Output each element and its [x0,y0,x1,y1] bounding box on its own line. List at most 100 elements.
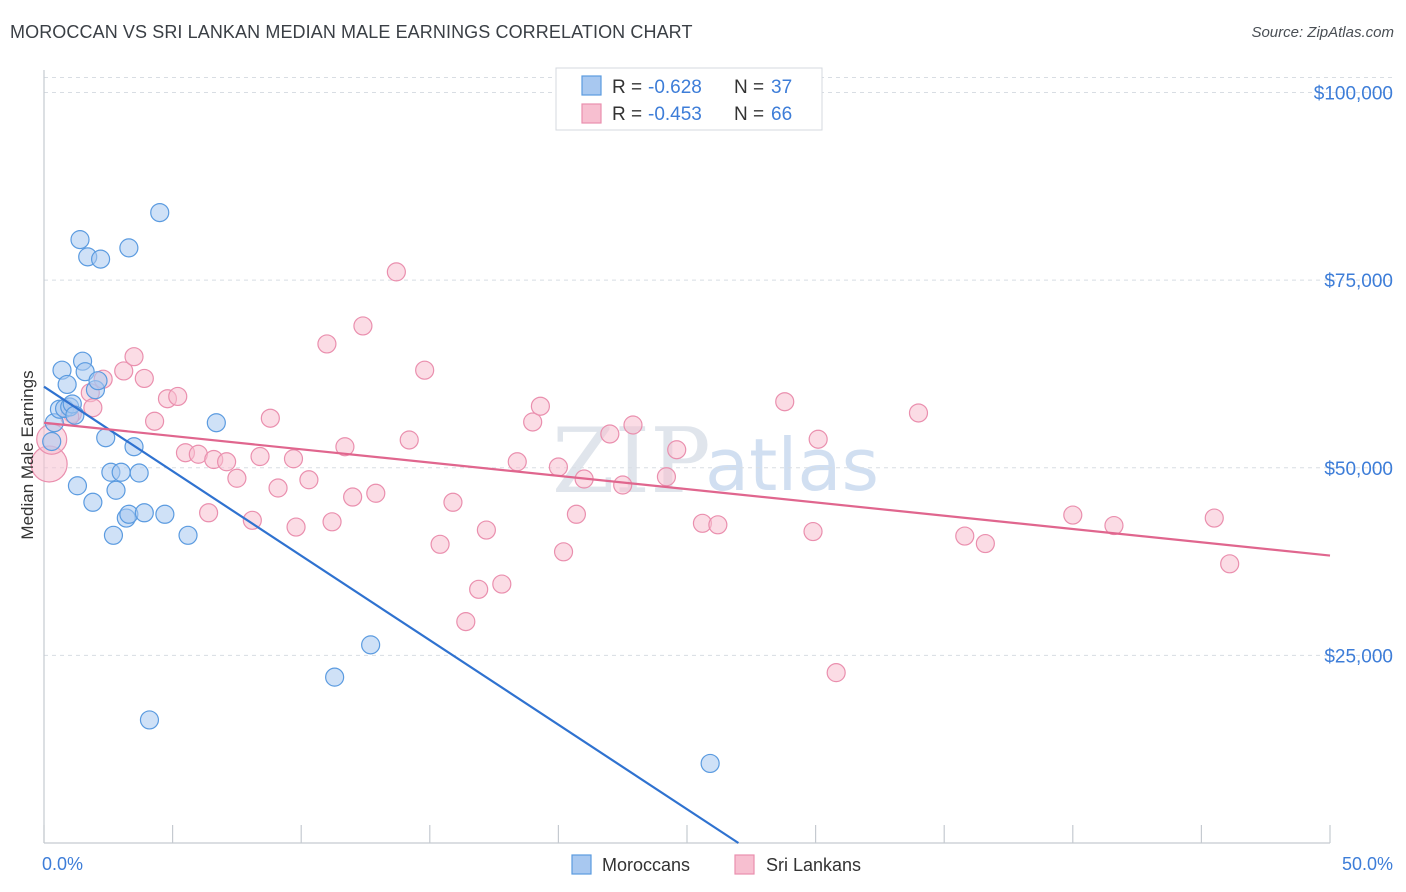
sri-lankan-point [656,467,677,487]
sri-lankan-point [600,424,620,444]
sri-lankan-point [250,446,270,467]
moroccan-point [119,238,139,258]
sri-lankan-point [415,360,435,380]
sri-lankan-point [613,475,633,495]
sri-lankan-point [199,503,219,523]
sri-lankan-point [826,663,846,683]
sri-lankan-point [808,429,828,449]
legend-r-label: R = [612,77,642,98]
moroccan-point [83,492,103,512]
series-legend: Moroccans Sri Lankans [571,854,861,875]
moroccan-point [139,710,160,730]
sri-lankan-point [1204,508,1224,528]
y-axis-label: Median Male Earnings [18,370,37,539]
y-tick-label: $50,000 [1324,459,1393,480]
sri-lankan-point [476,520,496,540]
watermark: ZIP atlas [552,409,879,514]
sri-lankan-point [803,521,823,542]
moroccan-point [88,371,108,391]
source-credit: Source: ZipAtlas.com [1251,24,1394,41]
sri-lankan-point [227,468,247,488]
legend-label-sri-lankans: Sri Lankans [766,855,861,875]
sri-lankan-point [268,478,288,498]
sri-lankan-point [708,515,728,535]
moroccan-trend-line [43,385,740,844]
data-points [30,202,1240,774]
legend-r-value: -0.453 [648,104,702,125]
sri-lankan-point [430,534,450,554]
sri-lankan-point [1063,505,1083,525]
y-tick-label: $100,000 [1314,84,1393,105]
moroccan-point [700,753,720,774]
moroccan-point [70,230,90,250]
moroccan-point [42,431,62,452]
sri-lankan-point [283,449,304,469]
sri-lankan-point [1220,554,1240,574]
moroccan-point [325,667,345,687]
sri-lankan-point [908,403,929,423]
legend-swatch-sri-lankans [734,854,755,875]
moroccan-point [65,405,85,425]
sri-lankan-point [1104,515,1124,536]
sri-lankan-point [286,517,306,537]
trend-lines [43,385,1331,844]
moroccan-point [90,249,111,269]
sri-lankan-point [955,526,975,546]
sri-lankan-point [217,452,237,472]
sri-lankan-point [353,316,373,336]
sri-lankan-point [492,574,512,594]
sri-lankan-point [469,579,489,599]
legend-label-moroccans: Moroccans [602,855,690,875]
sri-lankan-point [168,386,188,407]
legend-n-value: 37 [771,77,792,98]
sri-lankan-point [548,457,569,477]
legend-swatch-sri-lankans [581,103,602,124]
sri-lankan-point [566,504,587,524]
sri-lankan-point [335,437,355,457]
sri-lankan-point [343,487,363,507]
legend-n-value: 66 [771,104,792,125]
moroccan-point [129,463,149,483]
sri-lankan-point [134,368,154,389]
sri-lankan-point [623,415,643,435]
moroccan-point [106,480,126,500]
sri-lankan-point [322,512,342,532]
sri-lankan-point [144,411,165,431]
sri-lankan-point [775,392,795,412]
sri-lankan-point [523,412,543,432]
sri-lankan-point [530,396,550,416]
chart-title: MOROCCAN VS SRI LANKAN MEDIAN MALE EARNI… [10,22,693,42]
sri-lankan-point [260,408,280,428]
moroccan-point [178,525,198,545]
x-axis-min-label: 0.0% [42,854,83,874]
y-tick-label: $25,000 [1324,646,1393,667]
y-tick-label: $75,000 [1324,271,1393,292]
gridlines [44,77,1393,656]
sri-lankan-point [124,347,144,367]
moroccan-point [206,413,226,433]
moroccan-point [361,635,381,655]
legend-n-label: N = [734,104,764,125]
sri-lankan-point [443,492,463,512]
moroccan-point [150,202,170,223]
sri-lankan-point [507,452,527,472]
moroccan-point [103,525,124,545]
correlation-legend: R = -0.628 N = 37 R = -0.453 N = 66 [555,67,823,131]
sri-lankan-point [114,361,134,381]
sri-lankan-point [299,470,319,490]
sri-lankan-point [399,430,419,450]
legend-swatch-moroccans [571,854,592,875]
sri-lankan-point [667,440,687,460]
y-tick-labels: $25,000 $50,000 $75,000 $100,000 [1314,84,1393,668]
sri-lankan-trend-line [43,421,1331,557]
legend-n-label: N = [734,77,764,98]
sri-lankan-point [366,483,386,503]
sri-lankan-point [317,334,337,354]
sri-lankan-point [553,542,574,562]
x-axis-max-label: 50.0% [1342,854,1393,874]
sri-lankan-point [456,612,476,632]
legend-r-value: -0.628 [648,77,702,98]
sri-lankan-point [242,510,262,530]
sri-lankan-point [975,533,995,554]
